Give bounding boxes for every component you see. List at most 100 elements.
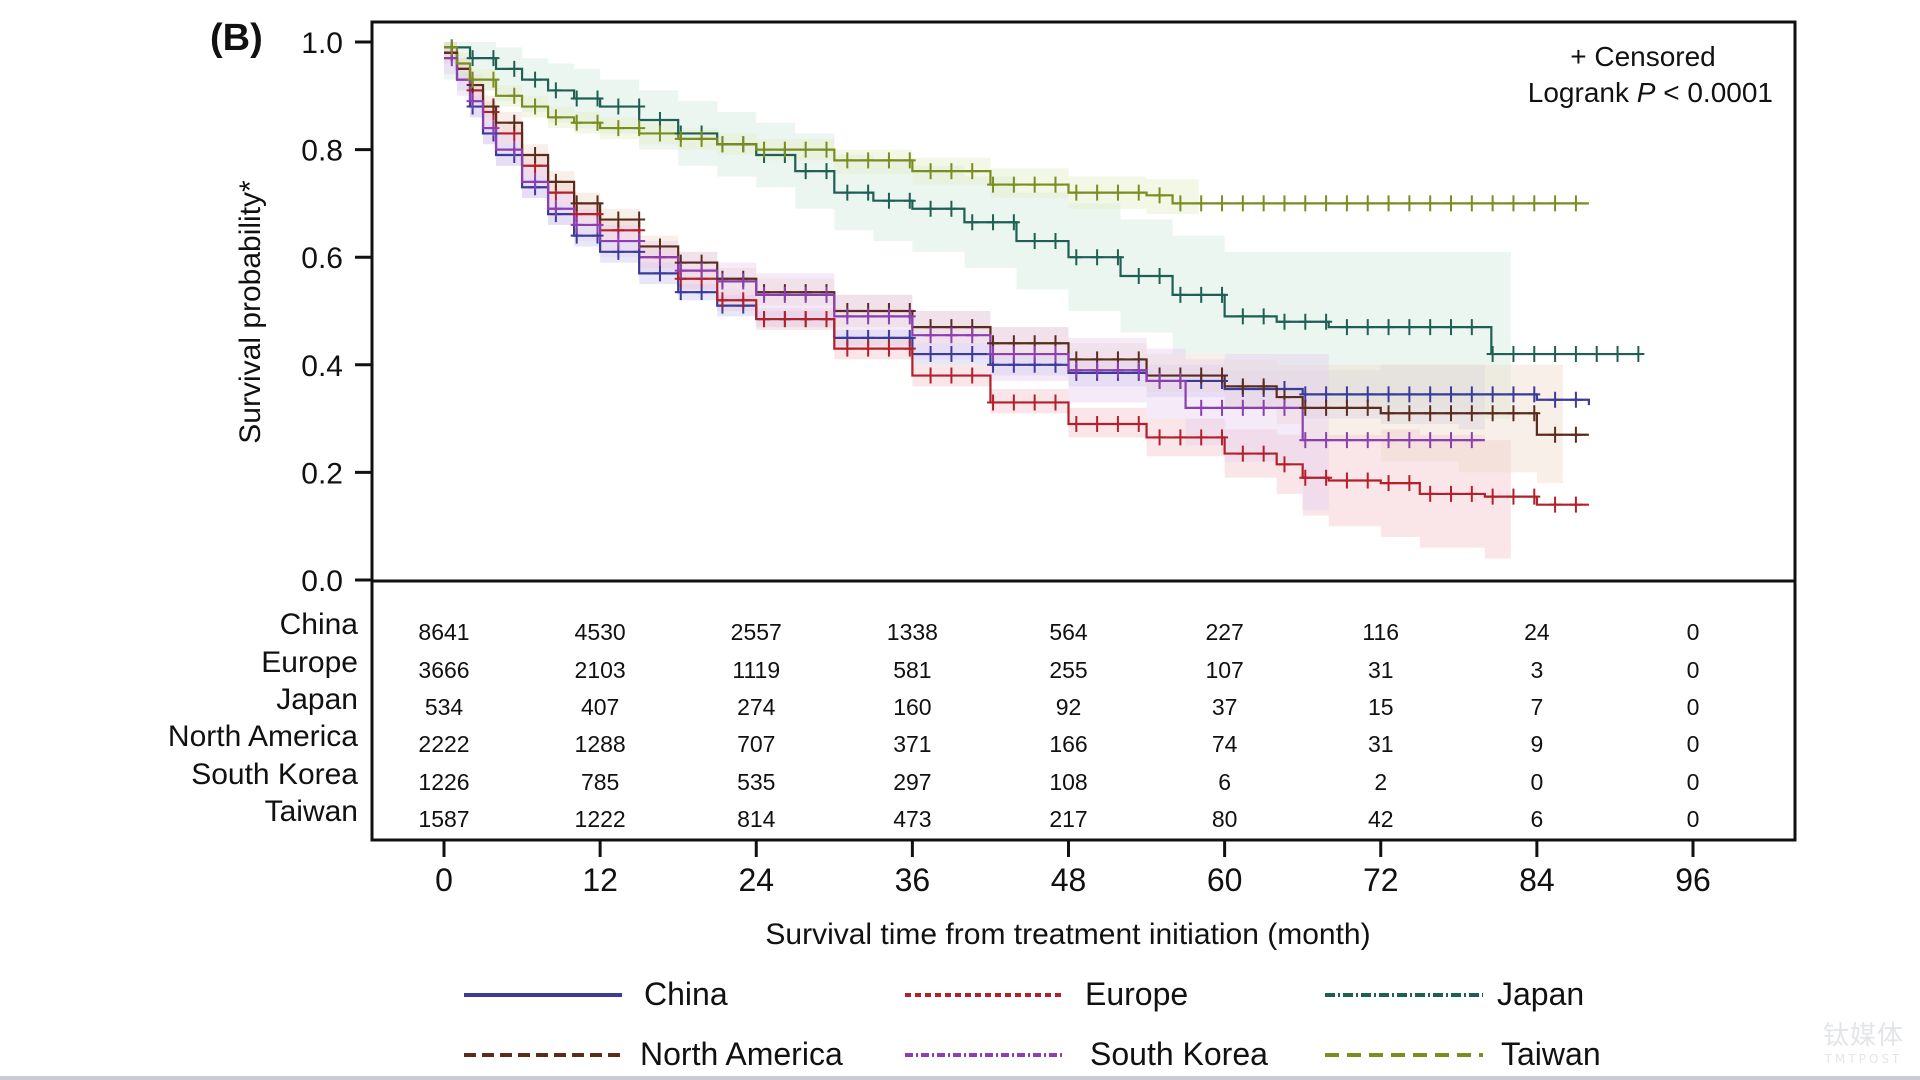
y-tick-label: 0.2 — [301, 457, 343, 490]
risk-cell: 42 — [1368, 806, 1394, 832]
censor-mark-japan — [1278, 313, 1291, 330]
censor-mark-japan — [862, 184, 875, 201]
censor-mark-china — [1320, 386, 1333, 403]
censor-mark-china — [1507, 386, 1520, 403]
censor-mark-japan — [820, 163, 833, 180]
risk-cell: 0 — [1687, 769, 1700, 795]
censor-mark-taiwan — [1257, 195, 1270, 212]
censor-mark-south-korea — [1132, 362, 1145, 379]
risk-cell: 92 — [1056, 694, 1082, 720]
censor-mark-europe — [1320, 469, 1333, 486]
censor-mark-taiwan — [1299, 195, 1312, 212]
censor-mark-north-america — [1569, 426, 1582, 443]
censor-mark-europe — [1465, 485, 1478, 502]
censor-mark-china — [1445, 386, 1458, 403]
censor-mark-north-america — [529, 146, 542, 163]
censor-mark-europe — [1174, 429, 1187, 446]
censor-mark-japan — [633, 98, 646, 115]
risk-cell: 2557 — [731, 619, 782, 645]
risk-cell: 371 — [893, 731, 931, 757]
censor-mark-taiwan — [1174, 195, 1187, 212]
censor-mark-japan — [1257, 308, 1270, 325]
risk-cell: 274 — [737, 694, 776, 720]
legend-label: South Korea — [1090, 1036, 1268, 1072]
censor-mark-taiwan — [612, 120, 625, 137]
censor-mark-japan — [1403, 319, 1416, 336]
censor-mark-south-korea — [695, 262, 708, 279]
censor-mark-japan — [1299, 313, 1312, 330]
censor-mark-taiwan — [570, 114, 583, 131]
censor-mark-europe — [1569, 496, 1582, 513]
risk-cell: 535 — [737, 769, 775, 795]
legend-label: Taiwan — [1501, 1036, 1601, 1072]
risk-cell: 3666 — [418, 657, 469, 683]
censor-mark-japan — [1236, 308, 1249, 325]
risk-cell: 6 — [1218, 769, 1231, 795]
censor-mark-china — [1403, 386, 1416, 403]
legend-item-china: China — [464, 976, 728, 1012]
legend-item-taiwan: Taiwan — [1325, 1036, 1601, 1072]
confidence-band-europe — [444, 42, 1511, 559]
censor-mark-japan — [466, 50, 479, 67]
y-axis-label: Survival probability* — [234, 180, 267, 444]
risk-row-label: Taiwan — [265, 795, 358, 828]
censor-mark-taiwan — [1445, 195, 1458, 212]
censor-mark-south-korea — [466, 93, 479, 110]
censor-mark-taiwan — [966, 163, 979, 180]
risk-cell: 227 — [1205, 619, 1243, 645]
censor-mark-japan — [882, 192, 895, 209]
censor-mark-taiwan — [487, 71, 500, 88]
censor-mark-europe — [1195, 429, 1208, 446]
legend-item-south-korea: South Korea — [905, 1036, 1268, 1072]
censor-mark-south-korea — [799, 286, 812, 303]
censor-mark-taiwan — [1049, 176, 1062, 193]
censor-mark-europe — [924, 367, 937, 384]
censor-mark-south-korea — [716, 273, 729, 290]
confidence-band-south-korea — [444, 42, 1329, 511]
censor-mark-south-korea — [945, 327, 958, 344]
censor-mark-europe — [1091, 415, 1104, 432]
risk-cell: 564 — [1049, 619, 1088, 645]
confidence-band-taiwan — [444, 42, 1199, 215]
censor-mark-south-korea — [758, 286, 771, 303]
censor-mark-north-america — [1299, 399, 1312, 416]
censor-mark-south-korea — [1278, 399, 1291, 416]
confidence-band-china — [444, 42, 1485, 430]
censor-mark-taiwan — [1486, 195, 1499, 212]
censor-mark-north-america — [1195, 367, 1208, 384]
censor-mark-taiwan — [820, 141, 833, 158]
censor-mark-south-korea — [674, 262, 687, 279]
censor-mark-europe — [1028, 394, 1041, 411]
legend-item-europe: Europe — [905, 976, 1188, 1012]
risk-cell: 1119 — [732, 657, 780, 683]
risk-cell: 255 — [1049, 657, 1087, 683]
censor-mark-south-korea — [1445, 432, 1458, 449]
risk-cell: 0 — [1530, 769, 1543, 795]
legend-label: China — [644, 976, 728, 1012]
logrank-prefix: Logrank — [1528, 77, 1637, 108]
censor-mark-south-korea — [529, 173, 542, 190]
censor-mark-south-korea — [570, 216, 583, 233]
censor-mark-south-korea — [1465, 432, 1478, 449]
censor-mark-taiwan — [1195, 195, 1208, 212]
censor-mark-japan — [1611, 346, 1624, 363]
confidence-band-north-america — [444, 42, 1563, 484]
risk-cell: 3 — [1530, 657, 1543, 683]
censor-mark-south-korea — [903, 308, 916, 325]
censor-mark-japan — [1486, 346, 1499, 363]
censor-mark-south-korea — [1382, 432, 1395, 449]
risk-cell: 9 — [1530, 731, 1543, 757]
censor-mark-taiwan — [1153, 187, 1166, 204]
censor-mark-europe — [716, 292, 729, 309]
censor-mark-europe — [1236, 445, 1249, 462]
risk-cell: 297 — [893, 769, 931, 795]
censor-mark-japan — [945, 200, 958, 217]
watermark-en: TMTPOST — [1824, 1052, 1903, 1066]
censor-mark-south-korea — [966, 327, 979, 344]
risk-cell: 814 — [737, 806, 776, 832]
censor-mark-taiwan — [508, 87, 521, 104]
risk-cell: 2222 — [418, 731, 469, 757]
risk-cell: 534 — [425, 694, 464, 720]
censor-mark-europe — [1299, 469, 1312, 486]
